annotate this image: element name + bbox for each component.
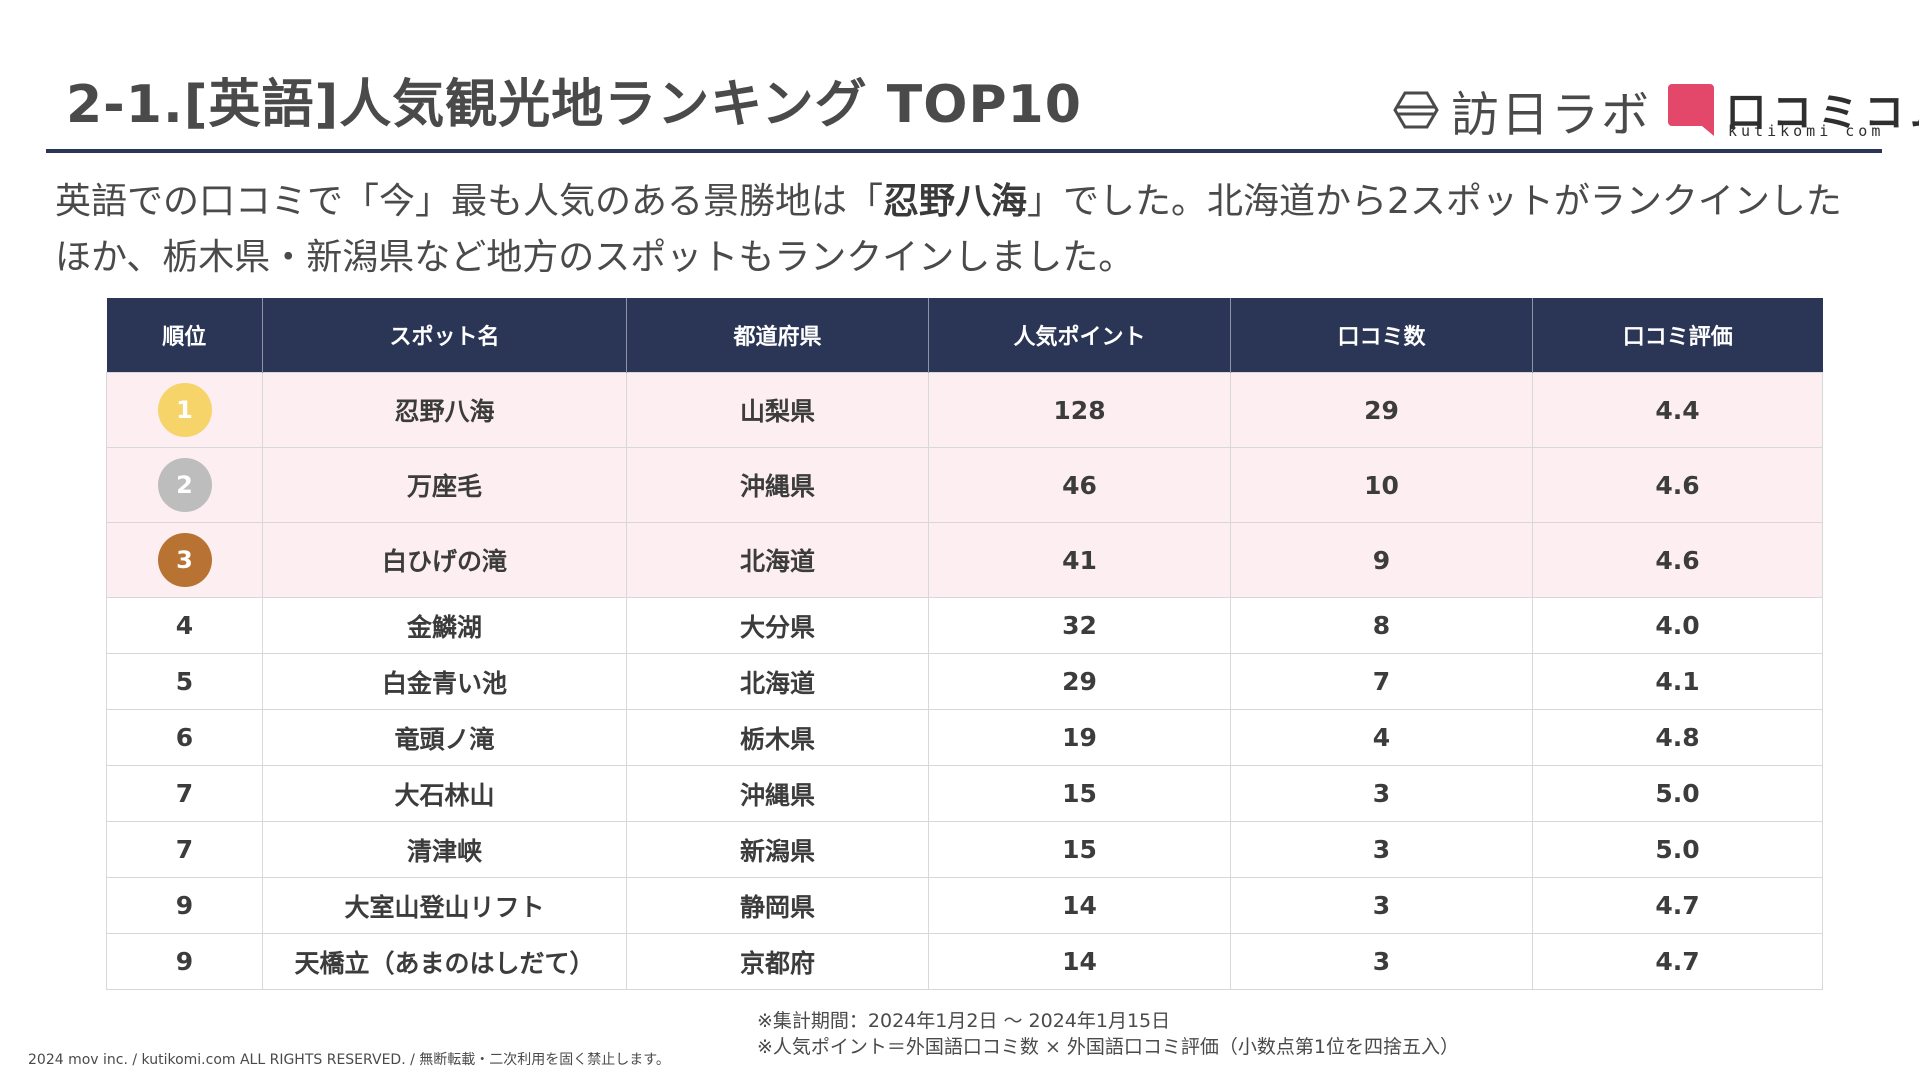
table-row: 6 竜頭ノ滝 栃木県 19 4 4.8 [106, 709, 1823, 766]
cell-prefecture: 新潟県 [626, 821, 929, 878]
cell-spot-name: 清津峡 [262, 821, 627, 878]
cell-review-count: 10 [1230, 447, 1533, 523]
cell-prefecture: 北海道 [626, 522, 929, 598]
kuchikomi-com-logo: 口コミコム kutikomi com [1664, 80, 1919, 142]
copyright-notice: 2024 mov inc. / kutikomi.com ALL RIGHTS … [28, 1052, 670, 1068]
column-header-rank: 順位 [106, 298, 263, 373]
cell-spot-name: 竜頭ノ滝 [262, 709, 627, 766]
cell-review-count: 3 [1230, 765, 1533, 822]
rank-medal-badge: 1 [157, 383, 212, 437]
table-row: 1 忍野八海 山梨県 128 29 4.4 [106, 372, 1823, 448]
cell-popularity-points: 32 [928, 597, 1231, 654]
cell-review-rating: 4.6 [1532, 447, 1823, 523]
cell-spot-name: 白ひげの滝 [262, 522, 627, 598]
cell-spot-name: 忍野八海 [262, 372, 627, 448]
cell-prefecture: 沖縄県 [626, 765, 929, 822]
cell-prefecture: 沖縄県 [626, 447, 929, 523]
cell-review-rating: 5.0 [1532, 765, 1823, 822]
houjin-lab-logo-text: 訪日ラボ [1451, 87, 1652, 143]
cell-spot-name: 白金青い池 [262, 653, 627, 710]
cell-rank: 6 [106, 709, 263, 766]
table-row: 2 万座毛 沖縄県 46 10 4.6 [106, 447, 1823, 523]
ranking-table: 順位 スポット名 都道府県 人気ポイント 口コミ数 口コミ評価 1 忍野八海 山梨県… [106, 298, 1823, 990]
page-title: 2-1.[英語]人気観光地ランキング TOP10 [66, 75, 1082, 135]
column-header-prefecture: 都道府県 [626, 298, 929, 373]
cell-prefecture: 北海道 [626, 653, 929, 710]
table-row: 9 天橋立（あまのはしだて） 京都府 14 3 4.7 [106, 933, 1823, 990]
speech-bubble-logo-icon [1668, 84, 1714, 136]
footnote-period: ※集計期間：2024年1月2日 ～ 2024年1月15日 [757, 1010, 1171, 1032]
cell-spot-name: 天橋立（あまのはしだて） [262, 933, 627, 990]
table-row: 7 清津峡 新潟県 15 3 5.0 [106, 821, 1823, 878]
cell-rank: 3 [106, 522, 263, 598]
cell-popularity-points: 41 [928, 522, 1231, 598]
title-divider [46, 149, 1882, 153]
rank-medal-badge: 2 [157, 458, 212, 512]
kuchikomi-com-logo-text: 口コミコム [1726, 90, 1919, 136]
footnote-points-formula: ※人気ポイント＝外国語口コミ数 × 外国語口コミ評価（小数点第1位を四捨五入） [757, 1036, 1460, 1058]
table-header-row: 順位 スポット名 都道府県 人気ポイント 口コミ数 口コミ評価 [106, 298, 1823, 373]
cell-popularity-points: 46 [928, 447, 1231, 523]
column-header-popularity-points: 人気ポイント [928, 298, 1231, 373]
cell-review-count: 3 [1230, 877, 1533, 934]
cell-rank: 2 [106, 447, 263, 523]
cell-review-count: 3 [1230, 821, 1533, 878]
table-row: 5 白金青い池 北海道 29 7 4.1 [106, 653, 1823, 710]
cell-prefecture: 大分県 [626, 597, 929, 654]
cell-spot-name: 大石林山 [262, 765, 627, 822]
lead-text-part2: 」でした。北海道から2スポットがランクインしたほか、栃木県・新潟県など地方のスポ… [55, 181, 1842, 278]
cell-prefecture: 栃木県 [626, 709, 929, 766]
lead-text-part1: 英語での口コミで「今」最も人気のある景勝地は「 [55, 181, 884, 222]
cell-prefecture: 山梨県 [626, 372, 929, 448]
cell-review-rating: 4.0 [1532, 597, 1823, 654]
cell-review-count: 29 [1230, 372, 1533, 448]
cell-review-count: 3 [1230, 933, 1533, 990]
table-row: 4 金鱗湖 大分県 32 8 4.0 [106, 597, 1823, 654]
lead-text: 英語での口コミで「今」最も人気のある景勝地は「忍野八海」でした。北海道から2スポ… [55, 174, 1875, 286]
cell-popularity-points: 29 [928, 653, 1231, 710]
cell-rank: 4 [106, 597, 263, 654]
table-row: 7 大石林山 沖縄県 15 3 5.0 [106, 765, 1823, 822]
rank-medal-badge: 3 [157, 533, 212, 587]
cell-prefecture: 京都府 [626, 933, 929, 990]
cell-popularity-points: 14 [928, 933, 1231, 990]
cell-prefecture: 静岡県 [626, 877, 929, 934]
cell-review-rating: 4.7 [1532, 933, 1823, 990]
houjin-lab-logo: 訪日ラボ [1393, 80, 1649, 143]
cell-review-rating: 4.4 [1532, 372, 1823, 448]
cell-popularity-points: 15 [928, 765, 1231, 822]
cell-popularity-points: 128 [928, 372, 1231, 448]
cell-popularity-points: 15 [928, 821, 1231, 878]
cell-rank: 9 [106, 933, 263, 990]
cell-spot-name: 金鱗湖 [262, 597, 627, 654]
kuchikomi-com-logo-subtext: kutikomi com [1728, 122, 1885, 140]
cell-review-count: 4 [1230, 709, 1533, 766]
cell-spot-name: 大室山登山リフト [262, 877, 627, 934]
column-header-review-rating: 口コミ評価 [1532, 298, 1823, 373]
cell-review-count: 7 [1230, 653, 1533, 710]
cell-rank: 7 [106, 765, 263, 822]
cell-review-rating: 4.1 [1532, 653, 1823, 710]
hexagon-logo-icon [1393, 91, 1439, 129]
column-header-spot: スポット名 [262, 298, 627, 373]
cell-rank: 9 [106, 877, 263, 934]
column-header-review-count: 口コミ数 [1230, 298, 1533, 373]
cell-popularity-points: 14 [928, 877, 1231, 934]
cell-review-rating: 4.8 [1532, 709, 1823, 766]
cell-review-rating: 4.6 [1532, 522, 1823, 598]
cell-rank: 7 [106, 821, 263, 878]
table-row: 3 白ひげの滝 北海道 41 9 4.6 [106, 522, 1823, 598]
table-row: 9 大室山登山リフト 静岡県 14 3 4.7 [106, 877, 1823, 934]
footnotes: ※集計期間：2024年1月2日 ～ 2024年1月15日 ※人気ポイント＝外国語… [757, 1008, 1757, 1060]
cell-review-rating: 5.0 [1532, 821, 1823, 878]
cell-review-count: 8 [1230, 597, 1533, 654]
cell-review-count: 9 [1230, 522, 1533, 598]
cell-review-rating: 4.7 [1532, 877, 1823, 934]
cell-rank: 5 [106, 653, 263, 710]
lead-text-highlight: 忍野八海 [883, 181, 1028, 222]
cell-spot-name: 万座毛 [262, 447, 627, 523]
cell-popularity-points: 19 [928, 709, 1231, 766]
cell-rank: 1 [106, 372, 263, 448]
